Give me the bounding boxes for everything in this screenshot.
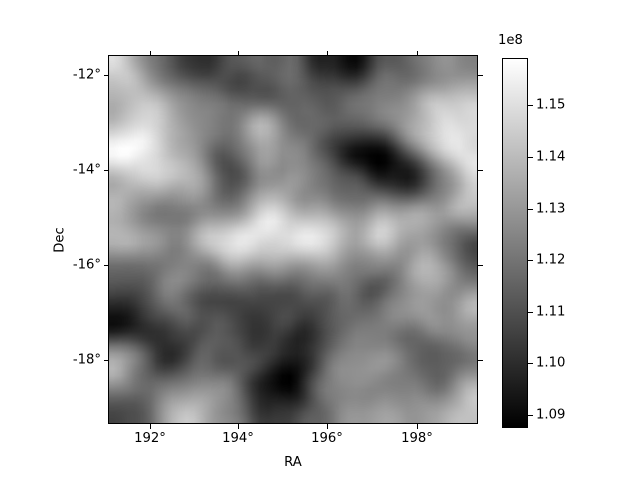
- colorbar-tick-label: 1.13: [536, 201, 566, 217]
- y-tick-label: -18°: [72, 352, 101, 368]
- sky-map-axes[interactable]: [108, 55, 478, 424]
- x-tick-mark: [150, 424, 152, 429]
- y-axis-label: Dec: [52, 227, 68, 253]
- colorbar-tick-mark: [528, 209, 533, 211]
- x-tick-mark: [327, 424, 329, 429]
- x-tick-label: 194°: [222, 431, 254, 446]
- x-tick-mark-top: [238, 50, 240, 55]
- colorbar-tick-label: 1.12: [536, 252, 566, 268]
- colorbar-gradient: [502, 58, 528, 428]
- colorbar-tick-label: 1.10: [536, 355, 566, 371]
- y-tick-label: -14°: [72, 162, 101, 178]
- colorbar-tick-label: 1.09: [536, 407, 566, 423]
- colorbar-offset-text: 1e8: [498, 33, 523, 48]
- x-tick-mark: [417, 424, 419, 429]
- x-tick-label: 192°: [134, 431, 166, 446]
- x-tick-label: 198°: [401, 431, 433, 446]
- colorbar-tick-label: 1.11: [536, 304, 566, 320]
- x-tick-mark-top: [417, 50, 419, 55]
- colorbar[interactable]: 1.15 1.14 1.13 1.12 1.11 1.10 1.09: [502, 58, 565, 428]
- y-tick-mark-right: [478, 265, 483, 267]
- y-tick-mark-right: [478, 360, 483, 362]
- colorbar-tick-mark: [528, 105, 533, 107]
- colorbar-tick-mark: [528, 312, 533, 314]
- x-tick-mark: [238, 424, 240, 429]
- y-tick-mark: [103, 265, 108, 267]
- x-tick-mark-top: [327, 50, 329, 55]
- y-tick-mark-right: [478, 75, 483, 77]
- y-tick-mark: [103, 170, 108, 172]
- colorbar-tick-label: 1.14: [536, 149, 566, 165]
- x-tick-label: 196°: [311, 431, 343, 446]
- y-tick-mark-right: [478, 170, 483, 172]
- y-tick-mark: [103, 75, 108, 77]
- colorbar-tick-mark: [528, 363, 533, 365]
- y-tick-label: -16°: [72, 257, 101, 273]
- x-axis-label: RA: [284, 455, 302, 470]
- y-tick-label: -12°: [72, 67, 101, 83]
- colorbar-tick-label: 1.15: [536, 97, 566, 113]
- sky-map-image: [109, 56, 477, 423]
- y-tick-mark: [103, 360, 108, 362]
- colorbar-tick-mark: [528, 260, 533, 262]
- colorbar-tick-mark: [528, 157, 533, 159]
- colorbar-tick-mark: [528, 415, 533, 417]
- x-tick-mark-top: [150, 50, 152, 55]
